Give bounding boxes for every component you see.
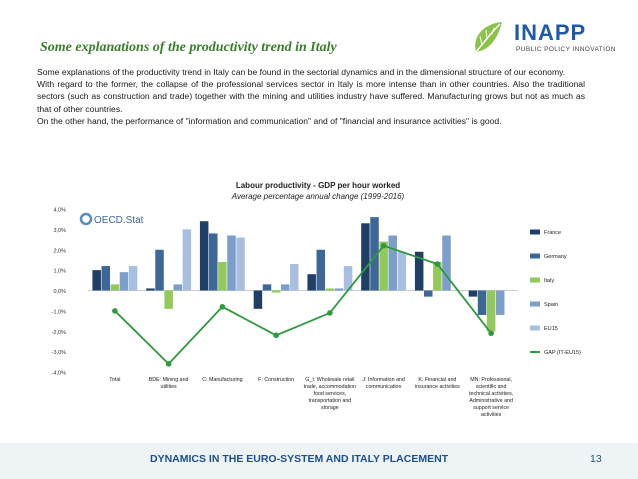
- category-label: K: Financial and insurance activities: [415, 377, 460, 390]
- y-tick-label: -3,0%: [52, 350, 66, 356]
- bar-eu15: [290, 264, 299, 291]
- gap-line: [114, 244, 492, 366]
- bar-eu15: [343, 266, 353, 291]
- gap-point: [380, 242, 387, 249]
- gap-point: [219, 304, 226, 310]
- logo-tagline: PUBLIC POLICY INNOVATION: [516, 46, 616, 53]
- page-number: 13: [590, 453, 602, 465]
- bar-france: [253, 290, 263, 309]
- inapp-logo: INAPP PUBLIC POLICY INNOVATION: [468, 18, 618, 58]
- category-label: Total: [109, 377, 120, 383]
- bar-italy: [110, 284, 120, 291]
- bar-spain: [280, 284, 290, 291]
- bar-eu15: [182, 229, 192, 291]
- logo-name: INAPP: [514, 20, 587, 45]
- y-tick-label: -4,0%: [52, 371, 66, 377]
- legend-swatch: [530, 301, 540, 307]
- bar-spain: [442, 235, 451, 291]
- legend-label: Germany: [544, 254, 567, 260]
- gap-point: [434, 261, 441, 267]
- bar-spain: [388, 235, 397, 291]
- category-label: BDE: Mining and utilities: [149, 377, 189, 390]
- bar-germany: [424, 290, 433, 297]
- y-tick-label: -2,0%: [52, 330, 66, 336]
- bar-germany: [209, 233, 218, 291]
- chart-subtitle: Average percentage annual change (1999-2…: [231, 192, 405, 201]
- legend-swatch: [530, 325, 540, 331]
- leaf-logo-icon: [475, 22, 502, 53]
- bar-france: [92, 270, 101, 291]
- bar-italy: [433, 261, 442, 291]
- y-tick-label: 2,0%: [53, 248, 66, 254]
- bar-eu15: [128, 266, 138, 291]
- y-tick-label: 1,0%: [53, 269, 66, 275]
- category-label: F: Construction: [258, 377, 294, 383]
- bar-france: [414, 251, 424, 291]
- legend-swatch: [530, 253, 540, 259]
- legend-label: France: [544, 230, 561, 236]
- paragraph-2: With regard to the former, the collapse …: [37, 79, 585, 114]
- gap-point: [488, 330, 494, 337]
- category-label: MN: Professional, scientific and technical…: [469, 377, 513, 418]
- body-text: Some explanations of the productivity tr…: [37, 66, 585, 127]
- category-label: C: Manufacturing: [202, 377, 242, 383]
- legend-label: GAP (IT-EU15): [544, 350, 581, 356]
- bar-france: [361, 223, 370, 291]
- bar-spain: [119, 272, 129, 291]
- footer-bar: DYNAMICS IN THE EURO-SYSTEM AND ITALY PL…: [0, 443, 638, 479]
- oecd-stat-logo: [79, 212, 93, 226]
- bar-france: [307, 274, 316, 291]
- bar-italy: [325, 288, 335, 291]
- bar-germany: [370, 217, 379, 291]
- bar-france: [199, 221, 209, 291]
- slide-title: Some explanations of the productivity tr…: [40, 40, 337, 55]
- y-tick-label: -1,0%: [52, 309, 66, 315]
- bar-germany: [155, 249, 164, 291]
- legend-label: EU15: [544, 326, 558, 332]
- bar-france: [146, 288, 155, 291]
- y-tick-label: 3,0%: [53, 228, 66, 234]
- bar-italy: [379, 241, 388, 291]
- category-label: G_I: Wholesale retail trade, accommodatio…: [304, 377, 356, 411]
- legend-label: Spain: [544, 302, 558, 308]
- bar-spain: [227, 235, 236, 291]
- bar-germany: [101, 266, 111, 291]
- gap-point: [273, 332, 279, 339]
- bar-eu15: [397, 251, 407, 291]
- bar-france: [468, 290, 478, 297]
- bar-italy: [164, 290, 173, 309]
- bar-germany: [316, 249, 326, 291]
- bar-italy: [218, 261, 227, 291]
- bar-italy: [271, 290, 281, 293]
- chart-source: OECD.Stat: [94, 215, 144, 226]
- paragraph-3: On the other hand, the performance of "i…: [37, 115, 502, 126]
- bar-germany: [262, 284, 272, 291]
- bar-eu15: [236, 237, 245, 291]
- chart-title: Labour productivity - GDP per hour worke…: [236, 181, 400, 190]
- y-tick-label: 4,0%: [53, 208, 66, 214]
- legend-label: Italy: [544, 278, 554, 284]
- legend-swatch: [530, 277, 540, 283]
- gap-point: [112, 308, 118, 314]
- productivity-chart: Labour productivity - GDP per hour worke…: [52, 181, 581, 418]
- gap-point: [165, 361, 172, 367]
- bar-spain: [173, 284, 182, 291]
- gap-point: [327, 310, 333, 316]
- bar-germany: [477, 290, 487, 315]
- paragraph-1: Some explanations of the productivity tr…: [37, 67, 566, 77]
- bar-spain: [334, 288, 344, 291]
- footer-title: DYNAMICS IN THE EURO-SYSTEM AND ITALY PL…: [150, 453, 449, 465]
- oecd-logo-icon: [79, 212, 93, 226]
- y-tick-label: 0,0%: [53, 289, 66, 295]
- bar-italy: [486, 290, 496, 332]
- bar-spain: [495, 290, 505, 315]
- legend-swatch: [530, 229, 540, 235]
- category-label: J: Information and communication: [362, 377, 404, 390]
